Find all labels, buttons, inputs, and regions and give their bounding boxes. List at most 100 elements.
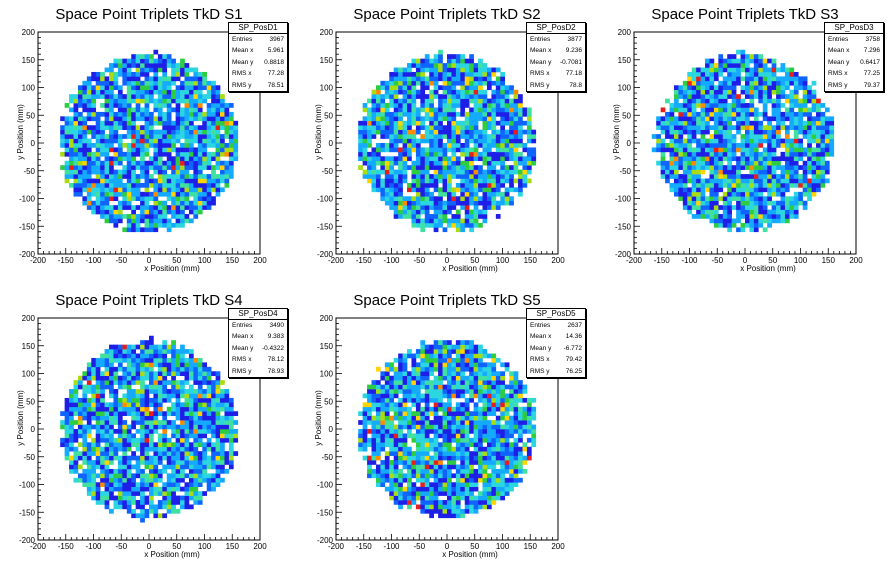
heatmap-cell	[171, 209, 176, 215]
heatmap-cell	[767, 80, 772, 86]
heatmap-cell	[149, 482, 154, 488]
heatmap-cell	[149, 165, 154, 170]
heatmap-cell	[691, 85, 697, 91]
x-axis-label: x Position (mm)	[740, 264, 796, 273]
heatmap-cell	[678, 160, 684, 166]
heatmap-cell	[184, 495, 190, 501]
heatmap-cell	[117, 143, 123, 148]
heatmap-cell	[415, 120, 421, 126]
heatmap-cell	[184, 151, 190, 157]
heatmap-cell	[117, 187, 123, 193]
heatmap-cell	[202, 411, 208, 416]
heatmap-cell	[669, 165, 675, 170]
heatmap-cell	[705, 94, 710, 99]
heatmap-cell	[162, 98, 168, 104]
heatmap-cell	[464, 196, 470, 202]
heatmap-cell	[162, 218, 168, 224]
heatmap-cell	[736, 182, 741, 188]
heatmap-cell	[398, 103, 403, 108]
heatmap-cell	[153, 429, 159, 434]
heatmap-cell	[509, 98, 514, 104]
heatmap-cell	[495, 147, 501, 153]
heatmap-cell	[398, 120, 403, 126]
heatmap-cell	[157, 103, 163, 108]
heatmap-cell	[731, 76, 737, 82]
heatmap-cell	[660, 165, 666, 170]
heatmap-cell	[86, 433, 92, 439]
heatmap-cell	[211, 182, 216, 188]
heatmap-cell	[162, 76, 168, 82]
heatmap-cell	[95, 455, 101, 461]
heatmap-cell	[224, 165, 230, 170]
heatmap-cell	[393, 200, 399, 206]
heatmap-cell	[175, 63, 181, 68]
heatmap-cell	[171, 205, 176, 210]
heatmap-cell	[451, 143, 457, 148]
heatmap-cell	[429, 129, 434, 135]
heatmap-cell	[522, 120, 528, 126]
heatmap-cell	[140, 362, 145, 368]
heatmap-cell	[727, 129, 732, 135]
heatmap-cell	[82, 156, 88, 162]
heatmap-cell	[100, 138, 105, 144]
heatmap-cell	[762, 196, 768, 202]
heatmap-cell	[687, 120, 693, 126]
heatmap-cell	[758, 191, 764, 197]
heatmap-cell	[211, 393, 216, 399]
heatmap-cell	[411, 116, 417, 122]
heatmap-cell	[69, 160, 74, 166]
heatmap-cell	[180, 151, 185, 157]
heatmap-cell	[220, 98, 225, 104]
heatmap-cell	[171, 89, 176, 95]
heatmap-cell	[109, 415, 114, 421]
heatmap-cell	[749, 67, 755, 73]
heatmap-cell	[140, 182, 145, 188]
heatmap-cell	[113, 151, 119, 157]
heatmap-cell	[193, 486, 199, 492]
heatmap-cell	[131, 397, 136, 403]
heatmap-plot: -200 -150 -100 -50 0 50 100 150 200-200-150-100-…	[16, 314, 267, 559]
heatmap-cell	[455, 67, 461, 73]
heatmap-cell	[731, 222, 737, 228]
heatmap-cell	[504, 129, 510, 135]
heatmap-cell	[166, 380, 172, 385]
heatmap-cell	[109, 71, 114, 77]
heatmap-cell	[460, 71, 466, 77]
y-tick-label: 100	[22, 370, 36, 379]
heatmap-cell	[184, 134, 190, 139]
heatmap-cell	[678, 165, 684, 170]
heatmap-cell	[740, 222, 746, 228]
heatmap-cell	[91, 103, 97, 108]
heatmap-cell	[69, 174, 74, 179]
heatmap-cell	[736, 129, 741, 135]
heatmap-cell	[104, 482, 110, 488]
heatmap-cell	[215, 482, 221, 488]
x-tick-label: -100	[383, 256, 400, 265]
heatmap-cell	[149, 362, 154, 368]
heatmap-cell	[215, 120, 221, 126]
heatmap-cell	[211, 473, 216, 479]
heatmap-cell	[811, 187, 817, 193]
heatmap-cell	[193, 446, 199, 452]
heatmap-cell	[495, 191, 501, 197]
heatmap-cell	[415, 196, 421, 202]
heatmap-cell	[745, 125, 750, 130]
heatmap-cell	[464, 67, 470, 73]
heatmap-cell	[197, 187, 203, 193]
heatmap-cell	[687, 147, 693, 153]
heatmap-cell	[749, 143, 755, 148]
heatmap-cell	[713, 209, 719, 215]
heatmap-cell	[749, 58, 755, 64]
heatmap-cell	[660, 169, 666, 175]
heatmap-cell	[709, 191, 715, 197]
heatmap-cell	[135, 429, 141, 434]
heatmap-cell	[687, 103, 693, 108]
heatmap-cell	[362, 147, 368, 153]
heatmap-cell	[188, 120, 194, 126]
heatmap-cell	[109, 433, 114, 439]
heatmap-cell	[171, 508, 176, 514]
heatmap-cell	[91, 85, 97, 91]
heatmap-cell	[77, 111, 83, 117]
heatmap-cell	[518, 182, 523, 188]
heatmap-cell	[780, 151, 786, 157]
